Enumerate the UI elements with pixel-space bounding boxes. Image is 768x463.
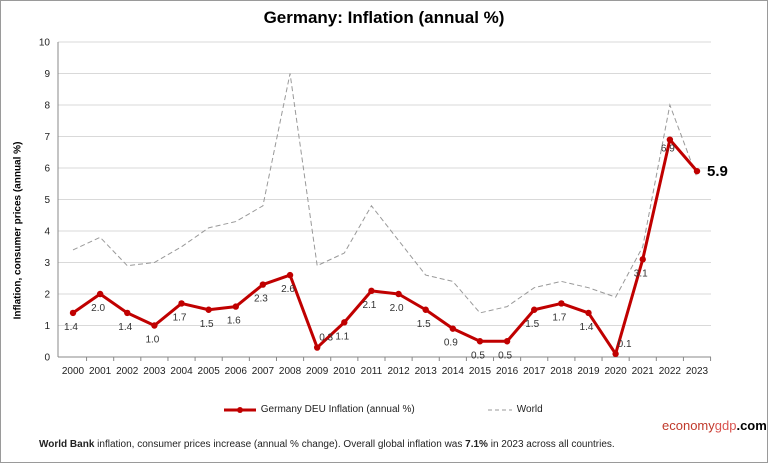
x-tick-label: 2014 [442, 366, 465, 377]
y-tick-label: 0 [44, 353, 50, 364]
x-tick-label: 2019 [577, 366, 600, 377]
legend-germany-label: Germany DEU Inflation (annual %) [260, 404, 415, 415]
germany-data-point [341, 319, 348, 326]
data-label: 0.9 [444, 338, 458, 349]
data-label: 1.4 [580, 322, 594, 333]
y-tick-label: 6 [44, 164, 50, 175]
x-tick-label: 2008 [279, 366, 302, 377]
chart-title: Germany: Inflation (annual %) [263, 8, 505, 27]
germany-data-point [151, 322, 158, 329]
x-tick-label: 2007 [252, 366, 275, 377]
data-label: 0.1 [618, 339, 632, 350]
germany-data-point [531, 306, 538, 313]
data-label: 0.5 [471, 350, 485, 361]
legend-world-label: World [516, 404, 543, 415]
germany-data-point [96, 290, 104, 298]
data-label: 1.5 [525, 319, 539, 330]
y-tick-label: 5 [44, 195, 50, 206]
germany-data-point [395, 290, 402, 298]
germany-data-point [286, 271, 294, 279]
germany-data-point [639, 256, 646, 263]
data-label: 1.0 [145, 335, 159, 346]
germany-data-point [612, 350, 619, 358]
data-label: 6.9 [661, 144, 675, 155]
data-label: 1.7 [552, 312, 566, 323]
data-label: 1.7 [173, 312, 187, 323]
germany-data-point [259, 281, 267, 288]
x-tick-label: 2012 [387, 366, 410, 377]
x-tick-label: 2009 [306, 366, 329, 377]
data-label: 1.5 [200, 319, 214, 330]
data-label: 0.5 [498, 350, 512, 361]
germany-data-point [69, 309, 77, 317]
data-label: 0.3 [319, 333, 333, 344]
germany-data-point [666, 136, 674, 143]
germany-data-point [313, 344, 321, 351]
legend-germany-swatch [224, 407, 256, 414]
germany-data-point [449, 325, 457, 332]
data-label: 2.1 [362, 300, 376, 311]
x-tick-label: 2004 [170, 366, 193, 377]
y-tick-label: 4 [44, 227, 50, 238]
brand-logo: economygdp.com [662, 418, 767, 433]
footer-note: World Bank inflation, consumer prices in… [39, 439, 615, 450]
x-tick-label: 2010 [333, 366, 356, 377]
germany-data-point [178, 300, 185, 307]
x-tick-label: 2000 [62, 366, 85, 377]
x-tick-label: 2021 [632, 366, 655, 377]
germany-data-point [205, 306, 212, 313]
data-label: 1.6 [227, 316, 241, 327]
x-tick-label: 2002 [116, 366, 139, 377]
data-label: 2.3 [254, 294, 268, 305]
x-tick-label: 2003 [143, 366, 166, 377]
x-tick-label: 2001 [89, 366, 112, 377]
germany-data-point [232, 303, 239, 310]
germany-data-point [476, 338, 484, 345]
germany-data-point [124, 309, 131, 317]
x-tick-label: 2017 [523, 366, 546, 377]
x-tick-label: 2005 [198, 366, 221, 377]
data-label: 3.1 [634, 268, 648, 279]
data-label: 2.6 [281, 284, 295, 295]
x-tick-label: 2023 [686, 366, 709, 377]
y-tick-label: 9 [44, 69, 50, 80]
germany-data-point [368, 287, 375, 295]
y-tick-label: 1 [44, 321, 50, 332]
germany-data-point [558, 300, 565, 307]
x-tick-label: 2018 [550, 366, 573, 377]
germany-data-point [585, 309, 592, 317]
x-tick-label: 2013 [415, 366, 438, 377]
world-series-line [72, 73, 698, 314]
y-tick-label: 10 [39, 38, 51, 49]
legend-germany: Germany DEU Inflation (annual %) [222, 404, 415, 415]
x-tick-label: 2022 [659, 366, 682, 377]
y-tick-label: 8 [44, 101, 50, 112]
x-tick-label: 2020 [604, 366, 627, 377]
germany-series-line [72, 138, 699, 356]
y-tick-label: 2 [44, 290, 50, 301]
data-label: 1.4 [118, 322, 132, 333]
y-tick-label: 3 [44, 258, 50, 269]
germany-data-point [422, 306, 429, 313]
x-tick-label: 2006 [225, 366, 248, 377]
legend-world-swatch [488, 409, 512, 411]
germany-data-point [693, 167, 701, 175]
data-label: 1.4 [64, 322, 78, 333]
x-tick-label: 2015 [469, 366, 492, 377]
germany-data-point [503, 338, 511, 345]
x-tick-label: 2016 [496, 366, 519, 377]
data-label: 2.0 [390, 303, 404, 314]
data-label: 1.1 [335, 331, 349, 342]
data-label: 2.0 [91, 303, 105, 314]
last-value-label: 5.9 [707, 163, 728, 180]
y-tick-label: 7 [44, 132, 50, 143]
x-tick-label: 2011 [361, 366, 383, 377]
data-label: 1.5 [417, 319, 431, 330]
legend-world: World [486, 404, 543, 415]
